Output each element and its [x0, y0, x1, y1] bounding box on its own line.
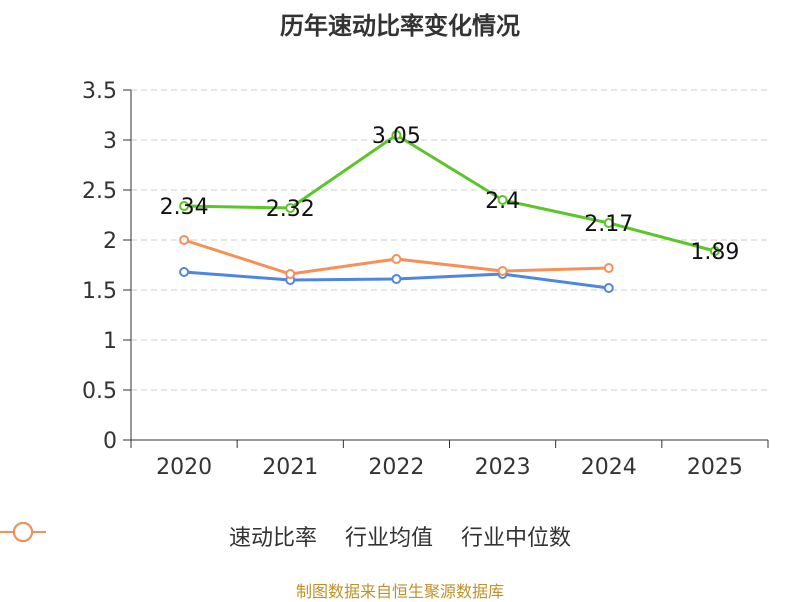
x-tick-label: 2023	[475, 455, 531, 480]
data-point	[603, 263, 614, 273]
data-point	[709, 246, 720, 256]
data-point	[603, 218, 614, 228]
data-label: 2.34	[160, 195, 209, 220]
y-tick-label: 3	[103, 129, 117, 154]
data-label: 3.05	[372, 124, 421, 149]
x-tick-label: 2021	[262, 455, 318, 480]
x-tick-label: 2022	[368, 455, 424, 480]
chart-legend: 速动比率 行业均值 行业中位数	[0, 520, 800, 552]
data-point	[285, 269, 296, 279]
data-point	[497, 195, 508, 205]
y-tick-label: 0	[103, 429, 117, 454]
y-tick-label: 2.5	[82, 179, 117, 204]
legend-label: 速动比率	[228, 526, 317, 551]
data-point	[391, 130, 402, 140]
series-line	[184, 133, 716, 253]
legend-item-industry-mean[interactable]: 行业均值	[0, 520, 433, 552]
legend-item-industry-median[interactable]: 行业中位数	[0, 520, 572, 552]
y-tick-label: 2	[103, 229, 117, 254]
y-tick-label: 1	[103, 329, 117, 354]
data-point	[179, 201, 190, 211]
legend-item-quick-ratio[interactable]: 速动比率	[0, 520, 317, 552]
legend-label: 行业均值	[344, 526, 433, 551]
data-point	[391, 274, 402, 284]
data-point	[179, 267, 190, 277]
data-label: 2.32	[266, 197, 315, 222]
y-tick-label: 1.5	[82, 279, 117, 304]
y-tick-label: 3.5	[82, 79, 117, 104]
y-tick-label: 0.5	[82, 379, 117, 404]
data-point	[285, 203, 296, 213]
data-label: 2.17	[584, 212, 633, 237]
data-label: 2.4	[485, 189, 520, 214]
x-tick-label: 2024	[581, 455, 637, 480]
data-point	[391, 254, 402, 264]
data-point	[179, 235, 190, 245]
data-point	[603, 283, 614, 293]
data-source-note: 制图数据来自恒生聚源数据库	[295, 582, 504, 601]
x-tick-label: 2020	[156, 455, 212, 480]
chart-title: 历年速动比率变化情况	[280, 12, 520, 40]
x-tick-label: 2025	[687, 455, 743, 480]
legend-line-circle-icon	[0, 522, 46, 542]
data-label: 1.89	[690, 240, 739, 265]
data-point	[497, 266, 508, 276]
legend-label: 行业中位数	[461, 526, 572, 551]
